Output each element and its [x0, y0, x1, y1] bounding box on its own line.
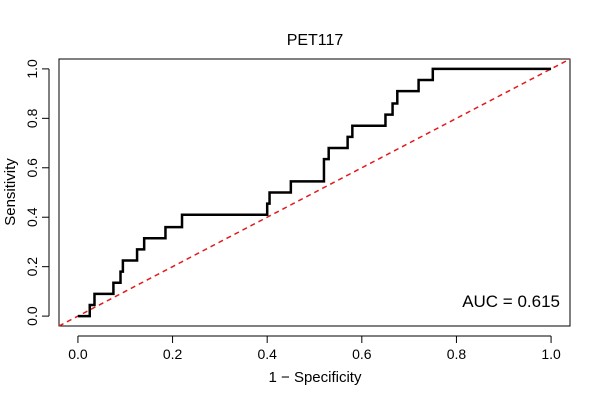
y-tick-label: 0.6 — [24, 158, 40, 178]
series-layer — [58, 58, 571, 327]
x-tick-label: 1.0 — [541, 346, 561, 362]
plot-frame — [58, 58, 571, 327]
x-tick-label: 0.0 — [68, 346, 88, 362]
y-tick-label: 1.0 — [24, 59, 40, 79]
chart-title: PET117 — [287, 32, 344, 49]
y-tick-label: 0.2 — [24, 257, 40, 277]
y-axis: 0.0 0.2 0.4 0.6 0.8 1.0 — [24, 59, 50, 326]
reference-diagonal-line — [58, 58, 571, 327]
auc-annotation: AUC = 0.615 — [462, 292, 560, 311]
roc-curve-line — [77, 67, 552, 318]
x-tick-label: 0.8 — [447, 346, 467, 362]
y-tick-label: 0.0 — [24, 306, 40, 326]
x-axis: 0.0 0.2 0.4 0.6 0.8 1.0 — [68, 335, 561, 362]
x-tick-label: 0.4 — [257, 346, 277, 362]
y-tick-label: 0.4 — [24, 207, 40, 227]
y-tick-label: 0.8 — [24, 108, 40, 128]
y-axis-label: Sensitivity — [2, 158, 19, 226]
x-tick-label: 0.2 — [163, 346, 183, 362]
x-axis-label: 1 − Specificity — [269, 369, 362, 386]
x-tick-label: 0.6 — [352, 346, 372, 362]
